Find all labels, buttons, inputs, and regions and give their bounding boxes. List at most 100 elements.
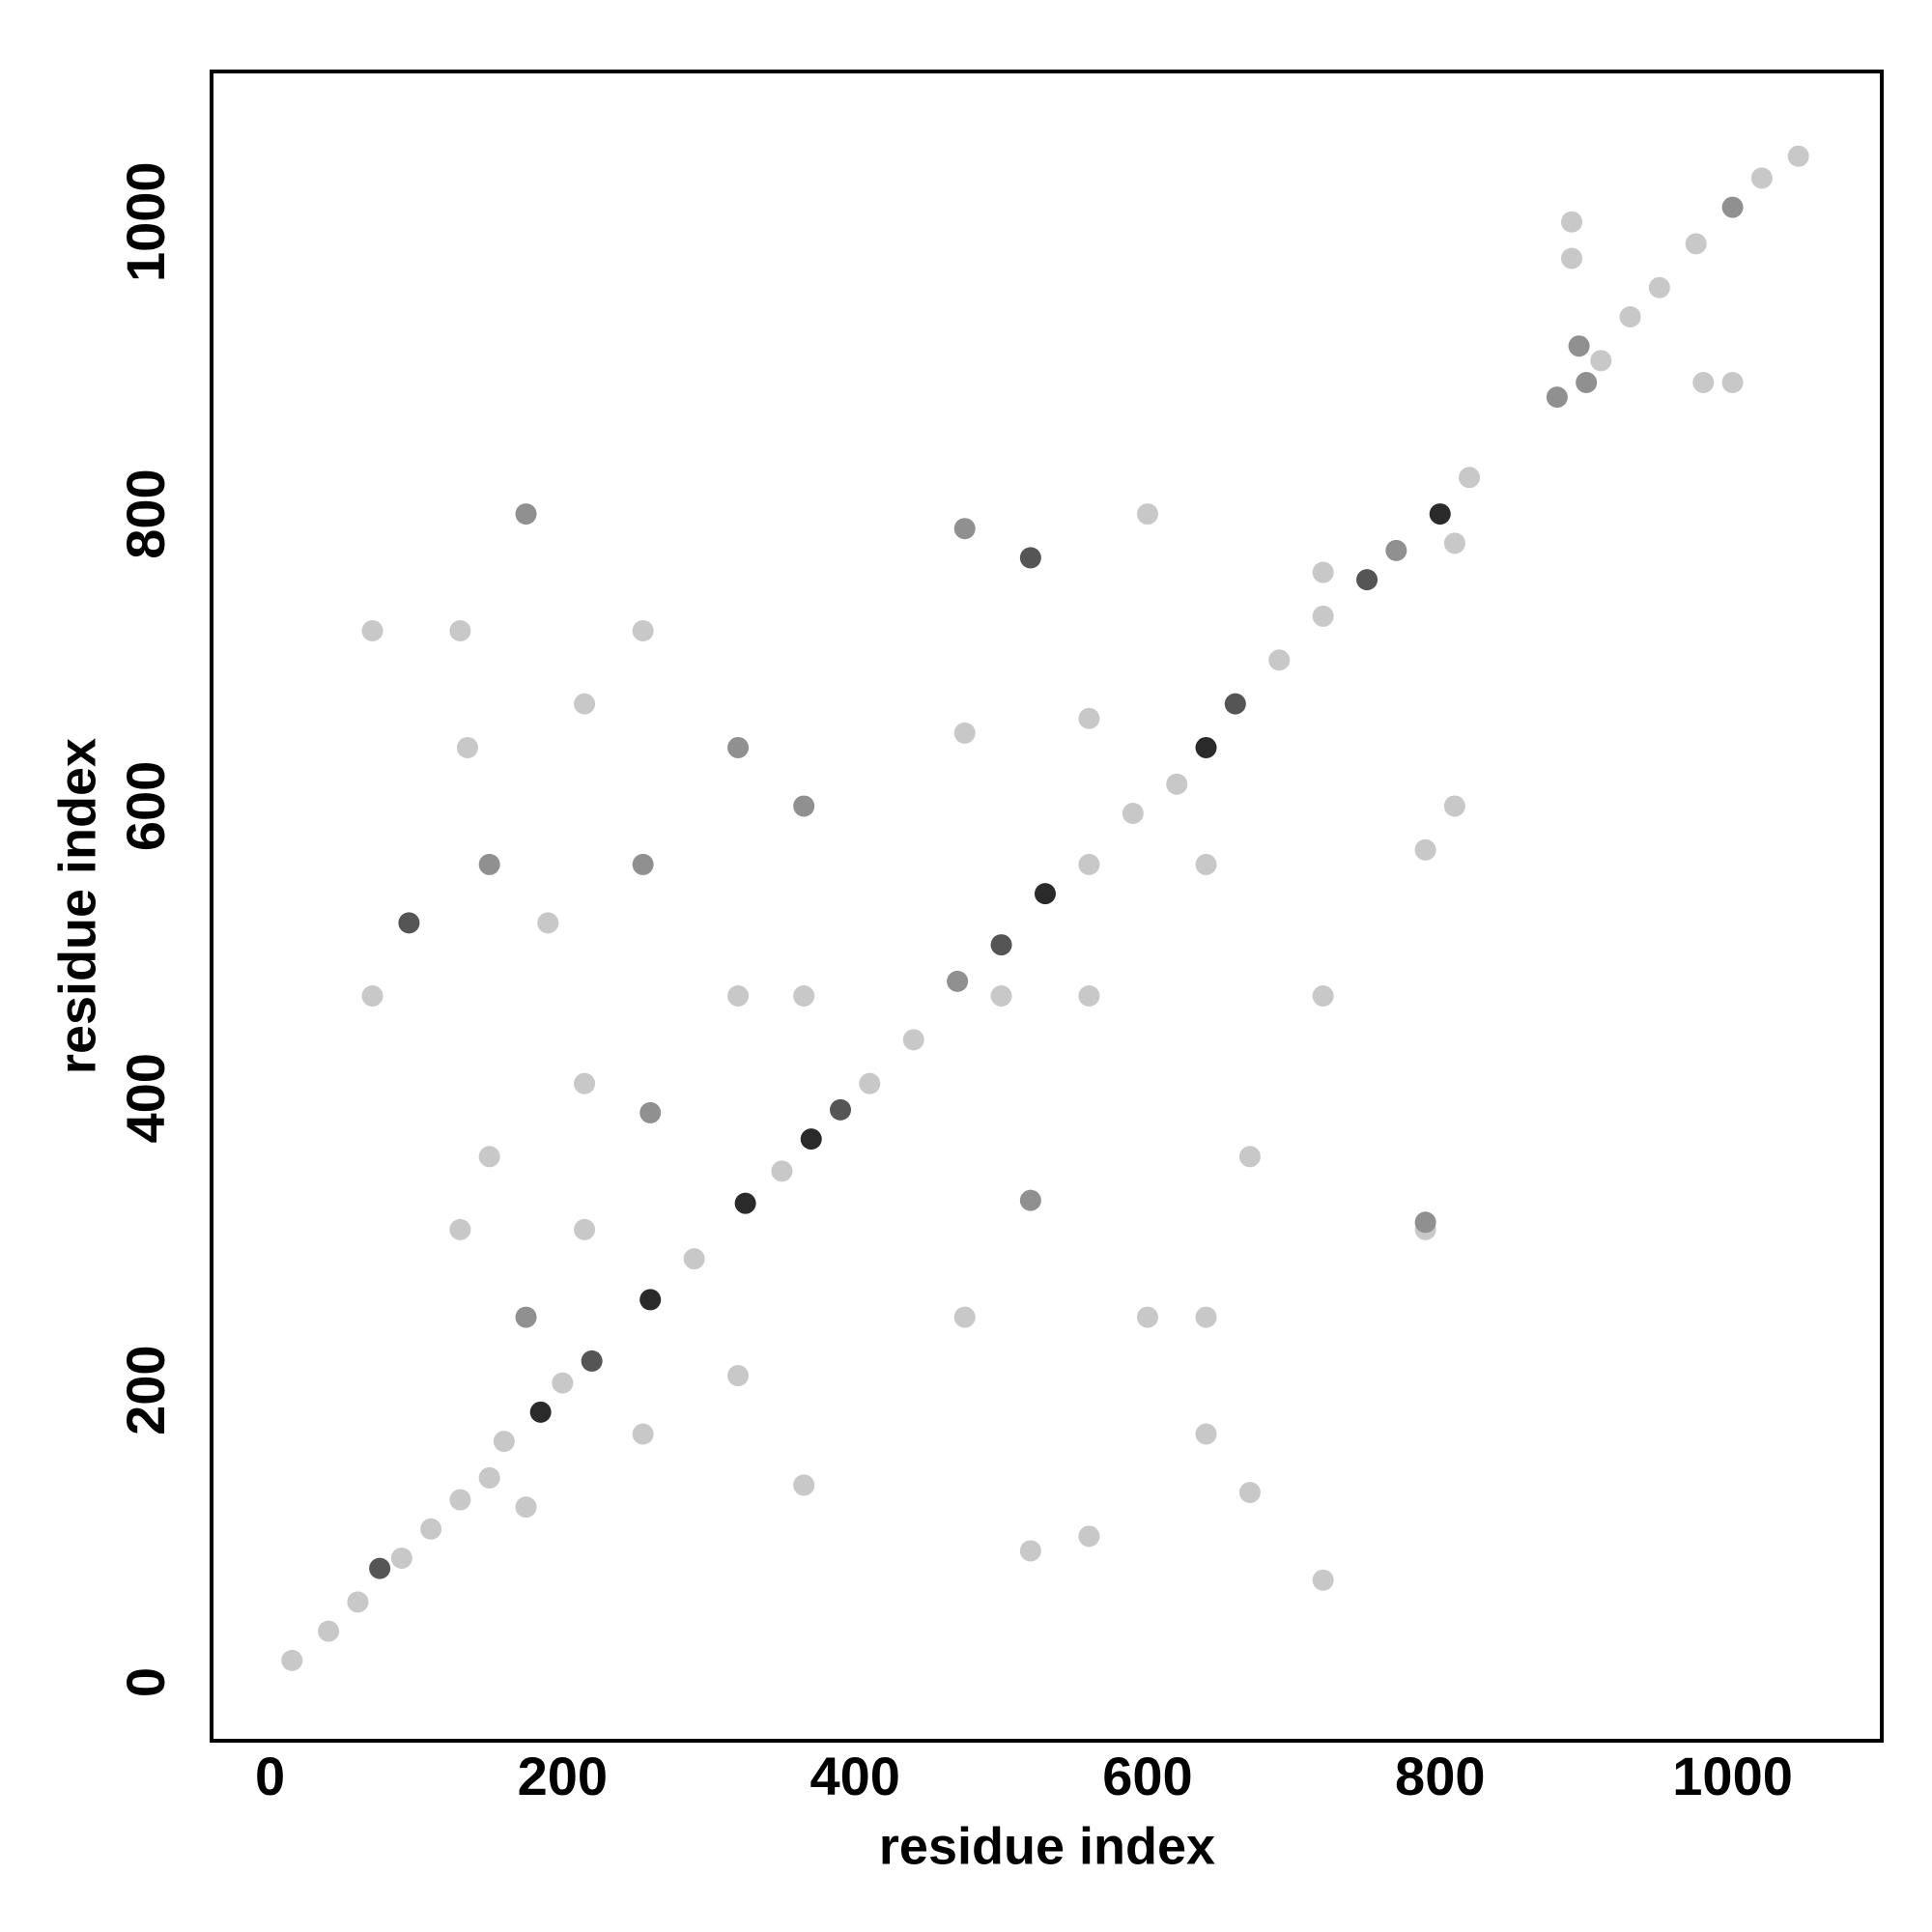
point — [639, 1101, 662, 1123]
point — [1787, 145, 1809, 167]
point — [398, 912, 420, 934]
point — [632, 1423, 654, 1445]
point — [1685, 233, 1707, 255]
point — [1034, 883, 1056, 905]
y-tick-label: 0 — [115, 1667, 176, 1697]
point — [369, 1557, 391, 1579]
point — [318, 1620, 340, 1642]
point — [1078, 1525, 1100, 1548]
point — [990, 984, 1012, 1007]
x-tick-label: 200 — [518, 1746, 608, 1806]
point — [1166, 773, 1188, 795]
point — [990, 934, 1012, 956]
point — [859, 1072, 881, 1094]
point — [347, 1591, 369, 1613]
point — [449, 1218, 471, 1240]
point — [902, 1029, 924, 1051]
point — [1429, 503, 1451, 526]
point — [1590, 350, 1612, 372]
point — [953, 722, 976, 744]
point — [552, 1372, 574, 1394]
point — [1568, 335, 1590, 357]
y-tick-label: 400 — [115, 1053, 176, 1143]
point — [1195, 853, 1217, 875]
point — [1414, 1211, 1436, 1234]
point — [515, 503, 537, 526]
point — [574, 1218, 596, 1240]
point — [361, 984, 384, 1007]
point — [361, 620, 384, 642]
point — [456, 736, 478, 758]
point — [1019, 547, 1041, 569]
point — [574, 693, 596, 715]
point — [1195, 1423, 1217, 1445]
point — [1136, 1306, 1158, 1328]
point — [1561, 211, 1583, 233]
y-tick-label: 1000 — [115, 161, 176, 282]
point — [1546, 386, 1568, 409]
point — [1443, 795, 1465, 817]
point — [1078, 853, 1100, 875]
x-tick-label: 0 — [255, 1746, 285, 1806]
point — [1019, 1540, 1041, 1562]
point — [734, 1192, 756, 1214]
x-tick-label: 400 — [810, 1746, 899, 1806]
point — [537, 912, 559, 934]
point — [515, 1306, 537, 1328]
point — [771, 1160, 793, 1182]
point — [639, 1289, 662, 1311]
point — [1238, 1146, 1261, 1168]
point — [1414, 838, 1436, 861]
point — [1312, 1569, 1334, 1591]
point — [632, 853, 654, 875]
point — [1268, 649, 1291, 671]
point — [420, 1518, 442, 1540]
point — [793, 795, 815, 817]
point — [529, 1401, 552, 1423]
point — [947, 970, 969, 992]
point — [1443, 532, 1465, 554]
point — [793, 984, 815, 1007]
y-tick-label: 200 — [115, 1345, 176, 1435]
point — [793, 1474, 815, 1496]
point — [1312, 984, 1334, 1007]
point — [1136, 503, 1158, 526]
point — [1561, 247, 1583, 270]
points — [281, 145, 1809, 1671]
point — [1648, 276, 1670, 298]
point — [683, 1248, 705, 1270]
point — [1692, 372, 1715, 394]
point — [581, 1350, 603, 1372]
point — [1238, 1481, 1261, 1503]
point — [1459, 467, 1481, 489]
y-tick-label: 800 — [115, 469, 176, 558]
point — [449, 620, 471, 642]
point — [478, 1146, 500, 1168]
point — [1750, 167, 1773, 189]
point — [727, 736, 750, 758]
point — [830, 1098, 852, 1121]
point — [953, 1306, 976, 1328]
point — [1576, 372, 1598, 394]
point — [390, 1548, 412, 1570]
point — [281, 1649, 303, 1671]
point — [1019, 1189, 1041, 1211]
point — [449, 1489, 471, 1511]
y-axis-title: residue index — [48, 738, 106, 1074]
point — [1312, 561, 1334, 583]
plot-frame — [210, 70, 1884, 1743]
point — [1721, 196, 1744, 218]
point — [1078, 707, 1100, 729]
point — [493, 1431, 515, 1453]
point — [1195, 1306, 1217, 1328]
x-axis-title: residue index — [879, 1817, 1215, 1875]
x-tick-label: 1000 — [1672, 1746, 1793, 1806]
x-tick-label: 600 — [1102, 1746, 1192, 1806]
y-tick-label: 600 — [115, 761, 176, 851]
point — [1122, 803, 1144, 824]
point — [727, 984, 750, 1007]
point — [727, 1365, 750, 1387]
point — [1078, 984, 1100, 1007]
